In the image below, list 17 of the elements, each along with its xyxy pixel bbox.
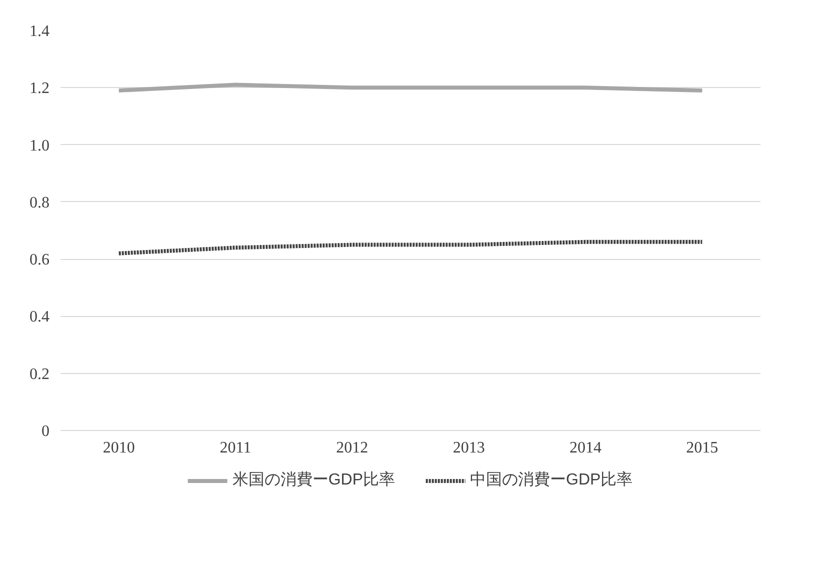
x-tick-label: 2014 — [570, 440, 602, 456]
y-tick-label: 0 — [42, 423, 50, 440]
x-tick-label: 2010 — [102, 440, 135, 456]
x-tick-label: 2013 — [452, 440, 485, 456]
line-series — [116, 240, 704, 256]
x-tick-label: 2012 — [336, 440, 368, 456]
y-tick-label: 0.8 — [30, 194, 50, 212]
y-tick-label: 1.4 — [30, 23, 50, 40]
y-tick-label: 0.4 — [30, 308, 50, 326]
x-tick-label: 2015 — [686, 440, 718, 456]
legend-label: 米国の消費ーGDP比率 — [232, 470, 395, 490]
x-tick-label: 2011 — [220, 440, 252, 456]
y-tick-label: 0.2 — [30, 366, 50, 383]
legend-label: 中国の消費ーGDP比率 — [470, 470, 633, 490]
y-tick-label: 0.6 — [30, 252, 50, 269]
y-tick-label: 1.0 — [30, 137, 50, 154]
y-tick-label: 1.2 — [30, 80, 50, 98]
